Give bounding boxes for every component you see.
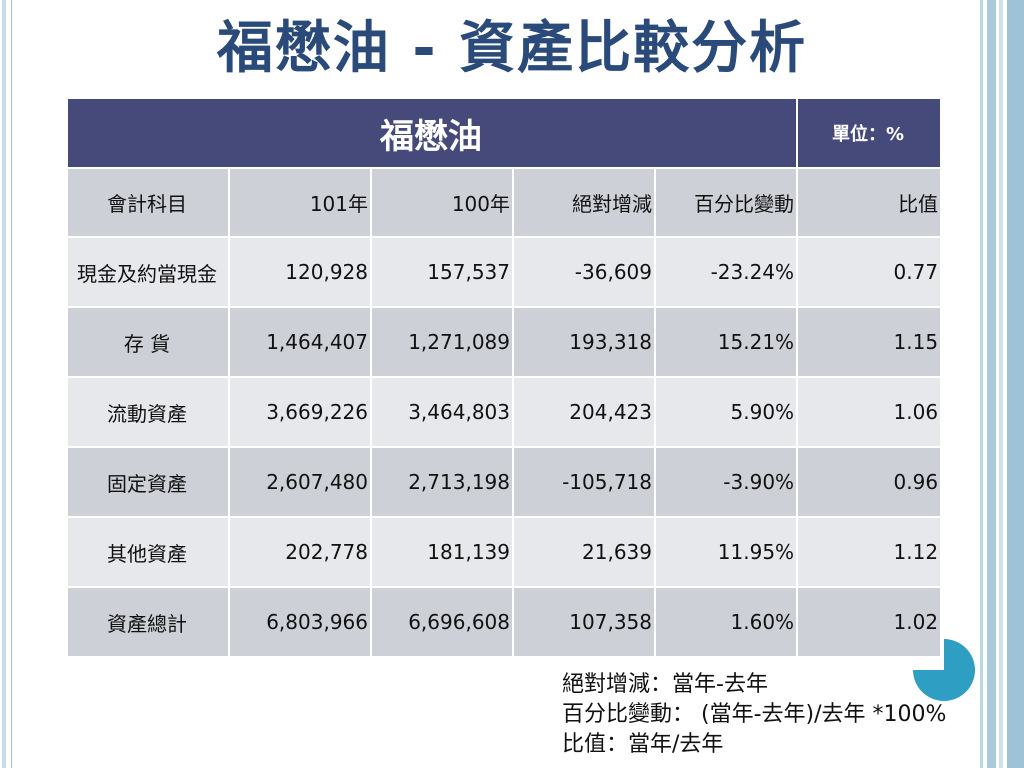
column-header: 比值 — [798, 169, 941, 238]
table-row: 存 貨 1,464,407 1,271,089 193,318 15.21% 1… — [68, 308, 941, 378]
table-cell: 1.15 — [798, 308, 941, 378]
table-cell: 157,537 — [372, 238, 514, 308]
company-name: 福懋油 — [68, 99, 799, 169]
table-cell: 3,464,803 — [372, 378, 514, 448]
table-cell: 現金及約當現金 — [68, 238, 230, 308]
formula-notes: 絕對增減：當年-去年 百分比變動： (當年-去年)/去年 *100% 比值：當年… — [562, 670, 946, 760]
table-cell: 202,778 — [230, 518, 372, 588]
unit-label: 單位：% — [798, 99, 941, 169]
table-cell: 5.90% — [656, 378, 799, 448]
table-cell: 資產總計 — [68, 588, 230, 658]
note-ratio: 比值：當年/去年 — [562, 732, 724, 757]
table-cell: 1.60% — [656, 588, 799, 658]
table-cell: 1.12 — [798, 518, 941, 588]
table-cell: -23.24% — [656, 238, 799, 308]
table-cell: -105,718 — [514, 448, 656, 518]
asset-comparison-table: 福懋油 單位：% 會計科目 101年 100年 絕對增減 百分比變動 比值 現金… — [68, 99, 941, 658]
table-cell: 流動資產 — [68, 378, 230, 448]
table-cell: 204,423 — [514, 378, 656, 448]
table-cell: 3,669,226 — [230, 378, 372, 448]
table-cell: 2,713,198 — [372, 448, 514, 518]
table-cell: 其他資產 — [68, 518, 230, 588]
table-title-row: 福懋油 單位：% — [68, 99, 941, 169]
column-header: 會計科目 — [68, 169, 230, 238]
table-cell: 181,139 — [372, 518, 514, 588]
table-cell: 1,464,407 — [230, 308, 372, 378]
table-cell: 6,803,966 — [230, 588, 372, 658]
column-header: 絕對增減 — [514, 169, 656, 238]
table-cell: -3.90% — [656, 448, 799, 518]
column-header: 百分比變動 — [656, 169, 799, 238]
column-header: 101年 — [230, 169, 372, 238]
table-cell: 0.96 — [798, 448, 941, 518]
table-cell: 21,639 — [514, 518, 656, 588]
slide-right-stripes — [980, 0, 1024, 768]
table-cell: 15.21% — [656, 308, 799, 378]
table-cell: 193,318 — [514, 308, 656, 378]
table-row: 流動資產 3,669,226 3,464,803 204,423 5.90% 1… — [68, 378, 941, 448]
table-cell: 1,271,089 — [372, 308, 514, 378]
table-row: 其他資產 202,778 181,139 21,639 11.95% 1.12 — [68, 518, 941, 588]
decorative-pie-icon — [913, 639, 975, 701]
table-cell: 11.95% — [656, 518, 799, 588]
table-cell: 1.02 — [798, 588, 941, 658]
table-cell: 固定資產 — [68, 448, 230, 518]
note-percent-change: 百分比變動： (當年-去年)/去年 *100% — [562, 702, 947, 727]
slide-left-border — [0, 0, 12, 768]
table-cell: -36,609 — [514, 238, 656, 308]
column-header-row: 會計科目 101年 100年 絕對增減 百分比變動 比值 — [68, 169, 941, 238]
table-cell: 存 貨 — [68, 308, 230, 378]
note-absolute-change: 絕對增減：當年-去年 — [562, 672, 768, 697]
table-row: 固定資產 2,607,480 2,713,198 -105,718 -3.90%… — [68, 448, 941, 518]
table-cell: 0.77 — [798, 238, 941, 308]
table-cell: 120,928 — [230, 238, 372, 308]
table-row: 資產總計 6,803,966 6,696,608 107,358 1.60% 1… — [68, 588, 941, 658]
slide-title: 福懋油 - 資產比較分析 — [216, 16, 808, 81]
table-cell: 107,358 — [514, 588, 656, 658]
table-cell: 2,607,480 — [230, 448, 372, 518]
table-row: 現金及約當現金 120,928 157,537 -36,609 -23.24% … — [68, 238, 941, 308]
column-header: 100年 — [372, 169, 514, 238]
table-cell: 1.06 — [798, 378, 941, 448]
table-cell: 6,696,608 — [372, 588, 514, 658]
